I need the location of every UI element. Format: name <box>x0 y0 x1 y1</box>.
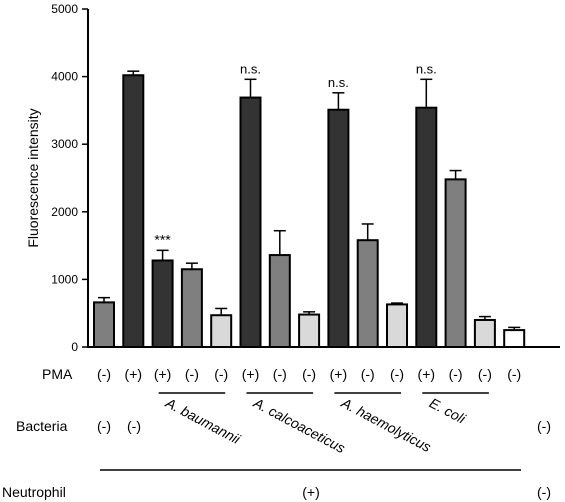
bar-10 <box>386 303 408 348</box>
pma-value-11: (+) <box>418 366 436 382</box>
bar-4 <box>210 314 233 348</box>
y-tick-label-0: 0 <box>71 340 78 354</box>
pma-row: (-) (+) (+) (-) (-) (+) (-) (-) (+) (-) (-) (+) (-) (… <box>97 366 521 382</box>
bar-14 <box>503 329 526 349</box>
y-tick-label-1: 1000 <box>51 272 78 286</box>
bar-3 <box>180 268 203 349</box>
bar-6 <box>268 254 291 348</box>
bacteria-group-label-3: E. coli <box>427 395 469 427</box>
bar-0 <box>93 301 115 349</box>
neutrophil-row-label: Neutrophil <box>2 484 66 500</box>
annotation-2: *** <box>154 231 171 247</box>
neutrophil-positive-label: (+) <box>302 484 320 500</box>
bacteria-control-2: (-) <box>127 418 141 434</box>
bacteria-row-label: Bacteria <box>16 418 68 434</box>
bacteria-group-label-2: A. haemolyticus <box>338 394 434 455</box>
bar-2 <box>151 259 174 348</box>
y-axis-ticks: 0 1000 2000 3000 4000 5000 <box>51 2 88 354</box>
pma-value-10: (-) <box>390 366 404 382</box>
annotations-group: *** n.s. n.s. n.s. <box>154 61 436 247</box>
bar-9 <box>356 239 379 348</box>
bacteria-group-label-0: A. baumannii <box>162 394 243 447</box>
annotation-8: n.s. <box>328 75 349 90</box>
bar-8 <box>327 108 350 348</box>
pma-value-1: (+) <box>125 366 143 382</box>
pma-value-8: (+) <box>330 366 348 382</box>
y-tick-label-3: 3000 <box>51 137 78 151</box>
bar-11 <box>415 106 438 348</box>
pma-value-12: (-) <box>449 366 463 382</box>
pma-value-13: (-) <box>478 366 492 382</box>
pma-value-6: (-) <box>273 366 287 382</box>
pma-value-4: (-) <box>214 366 228 382</box>
bacteria-control-1: (-) <box>97 418 111 434</box>
y-axis-title: Fluorescence intensity <box>25 108 41 247</box>
pma-value-0: (-) <box>97 366 111 382</box>
bar-13 <box>473 318 496 348</box>
pma-value-2: (+) <box>154 366 172 382</box>
pma-row-label: PMA <box>42 366 73 382</box>
annotation-11: n.s. <box>416 61 437 76</box>
neutrophil-negative-label: (-) <box>537 484 551 500</box>
pma-value-14: (-) <box>507 366 521 382</box>
pma-value-3: (-) <box>185 366 199 382</box>
annotation-5: n.s. <box>240 61 261 76</box>
bar-5 <box>239 96 262 348</box>
pma-value-7: (-) <box>302 366 316 382</box>
bacteria-end-label: (-) <box>537 418 551 434</box>
bars-group <box>93 70 526 349</box>
bar-7 <box>298 313 321 348</box>
bar-1 <box>122 74 145 349</box>
pma-value-9: (-) <box>361 366 375 382</box>
bar-12 <box>444 178 467 348</box>
y-tick-label-2: 2000 <box>51 205 78 219</box>
bacteria-group-label-1: A. calcoaceticus <box>250 394 348 456</box>
pma-value-5: (+) <box>242 366 260 382</box>
y-tick-label-4: 4000 <box>51 70 78 84</box>
y-tick-label-5: 5000 <box>51 2 78 16</box>
